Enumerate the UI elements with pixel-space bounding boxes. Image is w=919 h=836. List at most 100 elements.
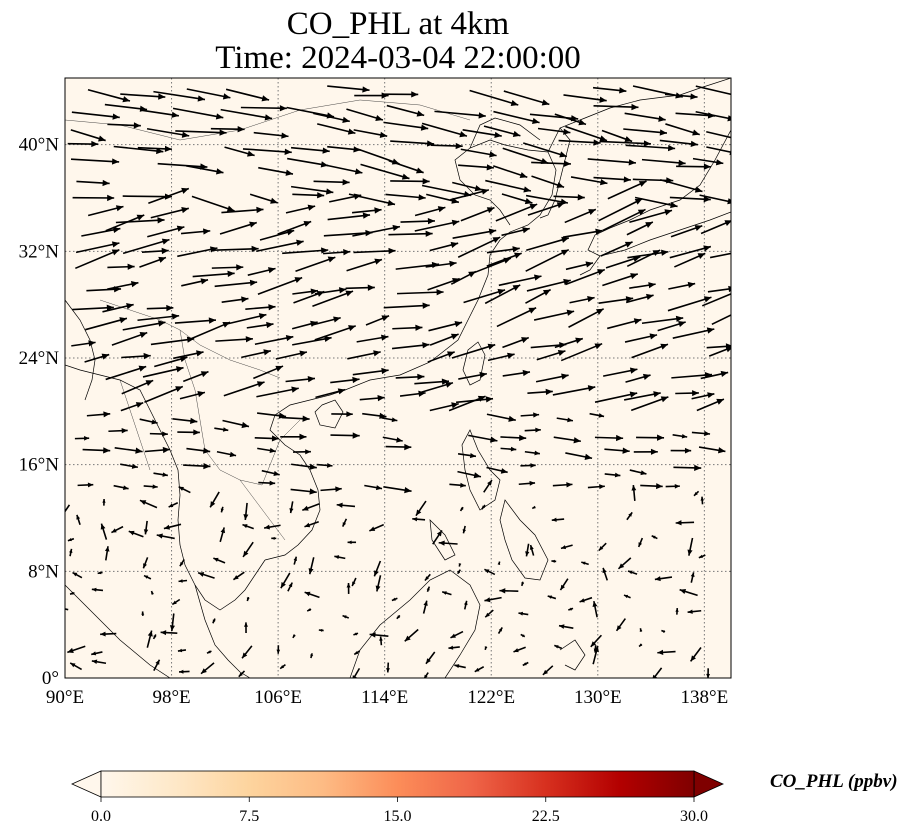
wind-arrow	[695, 85, 731, 96]
wind-arrow	[690, 572, 695, 583]
wind-arrow	[182, 370, 209, 383]
wind-arrow	[331, 411, 353, 417]
wind-arrow	[422, 600, 428, 614]
wind-arrow	[458, 563, 462, 567]
wind-arrow	[629, 469, 647, 476]
wind-arrow	[71, 340, 96, 347]
wind-arrow	[438, 540, 458, 546]
wind-arrow	[492, 165, 528, 179]
wind-arrow	[290, 146, 330, 154]
wind-arrow	[178, 579, 188, 583]
coastlines	[65, 78, 731, 678]
wind-arrow	[525, 543, 530, 557]
wind-arrow	[689, 647, 702, 662]
wind-arrow	[347, 540, 357, 545]
wind-arrow	[631, 343, 669, 359]
wind-arrow	[474, 666, 485, 673]
wind-arrow	[629, 209, 673, 224]
wind-arrow	[122, 320, 166, 331]
lon-tick-label: 130°E	[574, 687, 622, 708]
wind-arrow	[523, 142, 568, 158]
wind-arrow	[142, 366, 184, 378]
wind-arrow	[657, 649, 676, 655]
lat-tick-label: 0°	[42, 668, 59, 689]
wind-arrow	[212, 618, 216, 624]
wind-arrow	[314, 325, 356, 341]
wind-arrow	[668, 281, 696, 290]
wind-arrow	[173, 350, 204, 360]
wind-arrow	[520, 412, 540, 418]
wind-arrow	[352, 667, 361, 678]
wind-arrow	[114, 447, 143, 454]
wind-arrow	[602, 208, 646, 232]
wind-arrow	[72, 194, 115, 202]
wind-arrow	[525, 248, 570, 272]
lat-tick-label: 32°N	[19, 241, 60, 262]
wind-arrow	[598, 542, 607, 552]
wind-arrow	[498, 274, 542, 287]
wind-arrow	[587, 158, 636, 166]
wind-arrow	[458, 164, 494, 171]
wind-arrow	[564, 208, 597, 224]
lon-tick-label: 122°E	[467, 687, 515, 708]
wind-arrow	[323, 163, 363, 175]
wind-arrow	[143, 484, 158, 489]
wind-arrow	[485, 179, 532, 193]
wind-arrow	[85, 317, 128, 331]
wind-arrow	[186, 447, 211, 454]
wind-arrow	[675, 608, 679, 615]
wind-arrow	[486, 466, 508, 474]
wind-arrow	[701, 293, 731, 307]
wind-arrow	[169, 613, 175, 632]
wind-arrow	[497, 561, 501, 565]
wind-arrow	[346, 108, 384, 121]
wind-arrow	[455, 396, 494, 404]
wind-arrow	[429, 402, 459, 412]
wind-arrow	[253, 131, 289, 139]
lat-tick-label: 16°N	[19, 455, 60, 476]
wind-arrow	[502, 147, 549, 165]
wind-arrow	[154, 356, 188, 368]
wind-arrow	[143, 520, 149, 535]
wind-arrow	[318, 628, 324, 632]
wind-arrow	[351, 207, 382, 214]
wind-arrow	[552, 385, 596, 396]
wind-arrow	[183, 462, 211, 470]
wind-arrow	[404, 628, 419, 642]
wind-arrow	[214, 279, 258, 288]
wind-arrow	[664, 93, 698, 100]
wind-arrow	[536, 349, 566, 361]
wind-arrow	[178, 486, 191, 494]
wind-arrow	[148, 187, 190, 205]
wind-arrow	[256, 386, 299, 398]
wind-arrow	[481, 504, 486, 510]
wind-arrow	[223, 381, 265, 397]
wind-arrow	[163, 523, 182, 530]
wind-arrow	[257, 276, 303, 296]
wind-arrow	[524, 427, 541, 433]
wind-arrow	[285, 376, 316, 383]
wind-arrow	[240, 105, 287, 112]
wind-arrow	[560, 342, 603, 362]
wind-arrow	[448, 645, 460, 650]
wind-arrow	[314, 287, 347, 295]
wind-arrow	[146, 630, 153, 648]
wind-arrow	[160, 630, 178, 636]
wind-arrow	[257, 412, 287, 419]
wind-arrow	[386, 104, 425, 117]
wind-arrow	[385, 443, 412, 451]
wind-arrow	[232, 571, 245, 581]
wind-arrow	[213, 245, 259, 253]
wind-arrow	[353, 247, 396, 255]
wind-arrow	[533, 309, 575, 321]
wind-arrow	[137, 313, 180, 322]
wind-arrow	[308, 557, 315, 575]
wind-arrow	[279, 663, 286, 670]
wind-arrow	[105, 365, 147, 381]
wind-arrow	[327, 85, 370, 93]
wind-arrow	[242, 148, 292, 155]
wind-arrow	[593, 645, 598, 653]
wind-arrow	[604, 447, 630, 454]
wind-arrow	[330, 376, 360, 384]
wind-arrow	[172, 107, 224, 120]
